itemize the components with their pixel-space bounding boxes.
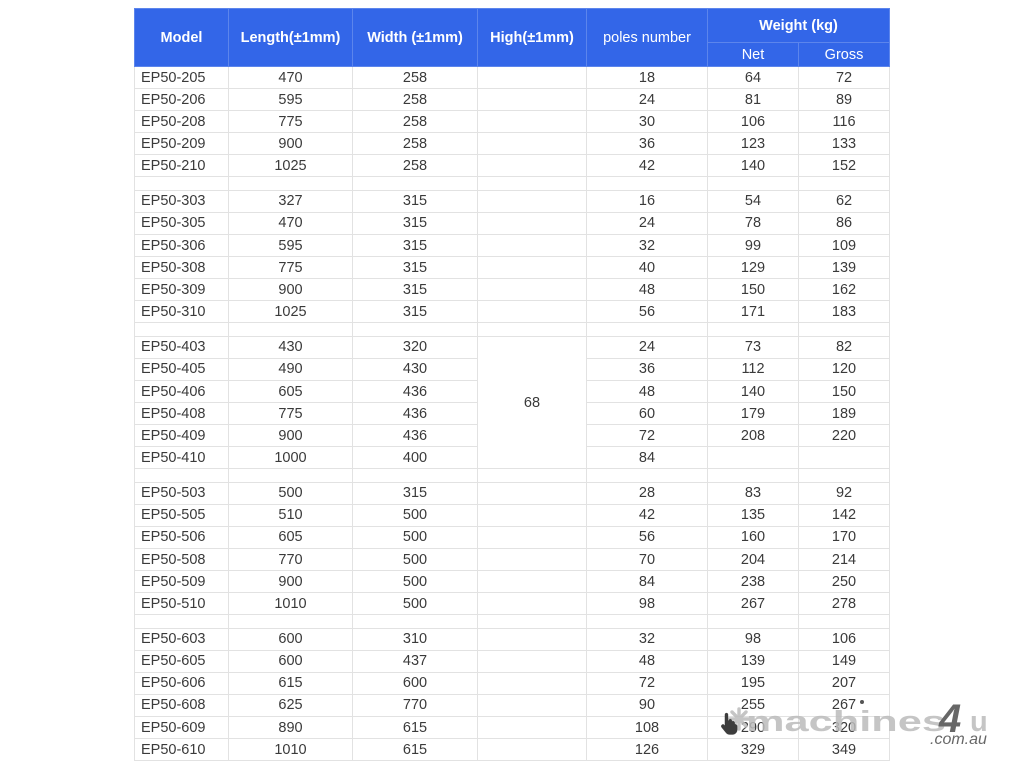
svg-text:machines: machines: [746, 706, 946, 738]
svg-text:.com.au: .com.au: [930, 731, 987, 748]
